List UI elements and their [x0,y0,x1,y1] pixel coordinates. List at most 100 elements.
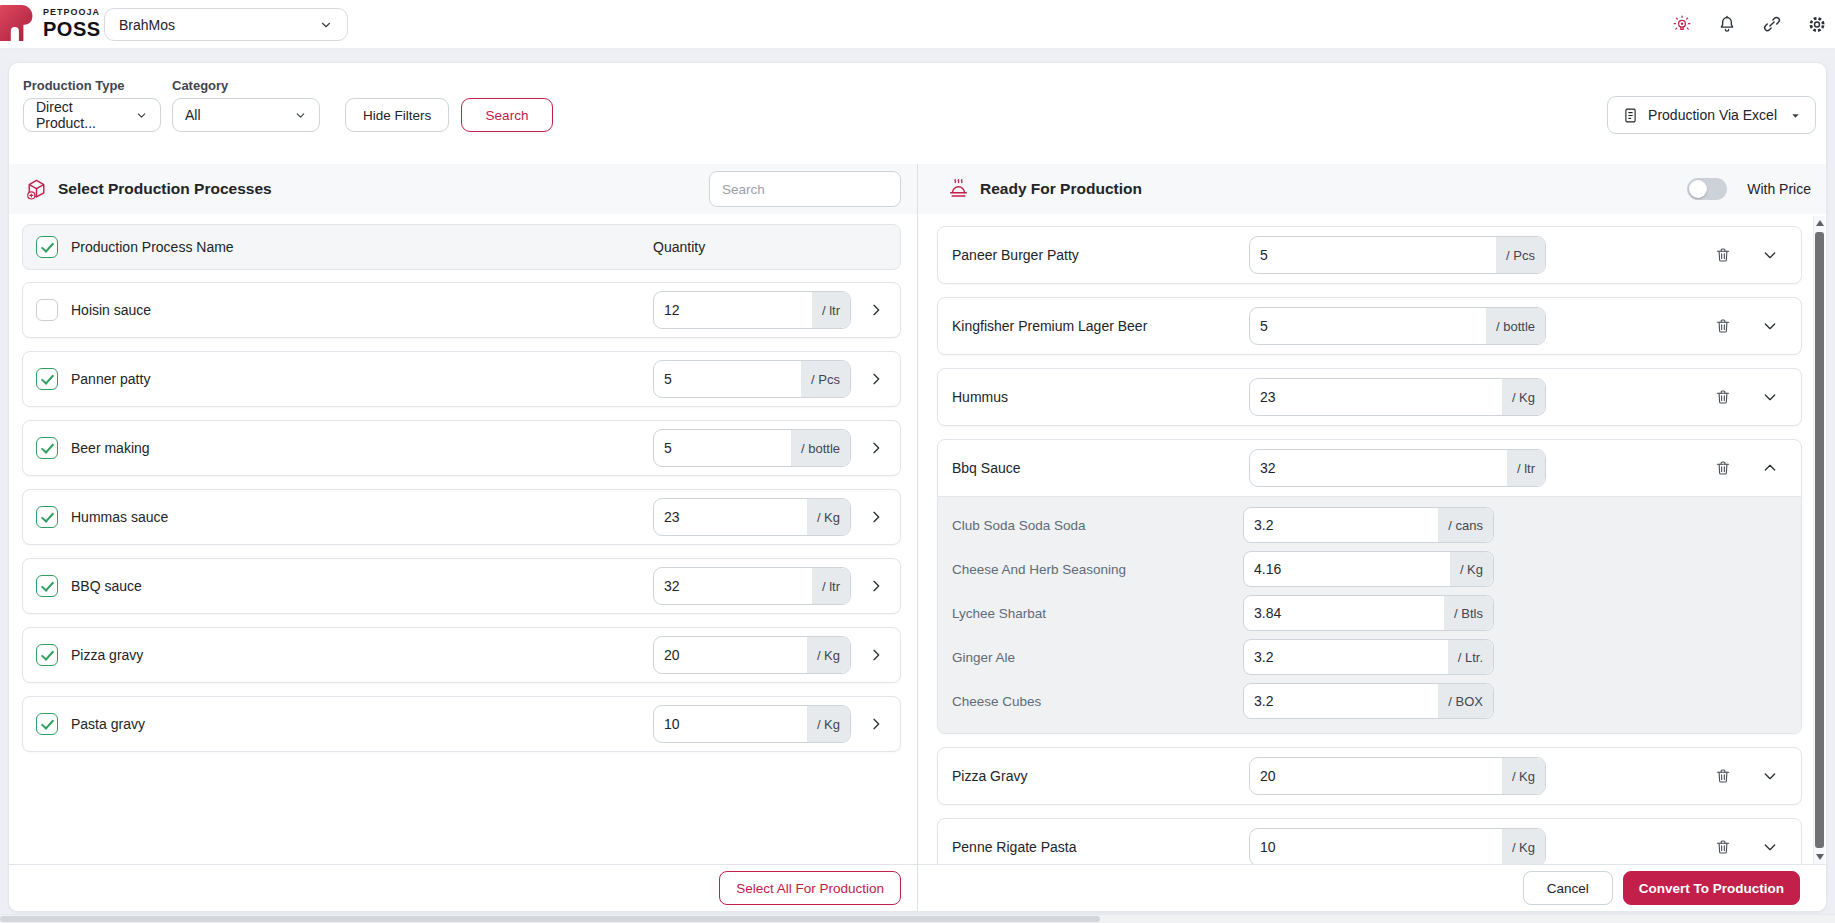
scrollbar-thumb[interactable] [1815,232,1824,848]
chevron-right-icon[interactable] [865,302,887,318]
ingredient-row: Cheese And Herb Seasoning / Kg [938,547,1801,591]
quantity-input[interactable] [654,568,812,604]
quantity-input[interactable] [654,637,807,673]
process-row[interactable]: BBQ sauce / ltr [22,558,901,614]
process-name: Pizza gravy [71,647,653,663]
quantity-input[interactable] [654,499,807,535]
delete-icon[interactable] [1713,245,1733,265]
quantity-input[interactable] [654,361,801,397]
scroll-up-arrow[interactable] [1816,220,1824,226]
process-checkbox[interactable] [36,713,58,735]
ingredient-qty-input[interactable] [1244,596,1444,630]
settings-gear-icon[interactable] [1807,14,1827,34]
delete-icon[interactable] [1713,766,1733,786]
delete-icon[interactable] [1713,316,1733,336]
process-checkbox[interactable] [36,506,58,528]
process-search-input[interactable] [709,171,901,207]
delete-icon[interactable] [1713,837,1733,857]
ingredient-qty-input[interactable] [1244,508,1438,542]
quantity-input-group: / Pcs [653,360,851,398]
convert-to-production-button[interactable]: Convert To Production [1623,871,1800,905]
outlet-selector[interactable]: BrahMos [104,8,348,41]
select-all-checkbox[interactable] [36,236,58,258]
horizontal-scrollbar-thumb[interactable] [0,916,1100,922]
quantity-unit: / ltr [1507,450,1545,486]
production-row-head[interactable]: Pizza Gravy / Kg [938,748,1801,804]
ingredient-qty-input[interactable] [1244,684,1438,718]
hot-dish-icon [947,178,970,201]
delete-icon[interactable] [1713,458,1733,478]
process-checkbox[interactable] [36,575,58,597]
search-filter-button[interactable]: Search [461,98,553,132]
chevron-down-icon[interactable] [1759,315,1781,337]
process-row[interactable]: Panner patty / Pcs [22,351,901,407]
category-label: Category [172,78,228,93]
process-row[interactable]: Hummas sauce / Kg [22,489,901,545]
quantity-input[interactable] [654,292,812,328]
chevron-down-icon[interactable] [1759,765,1781,787]
vertical-scrollbar[interactable] [1813,216,1825,864]
production-row-head[interactable]: Hummus / Kg [938,369,1801,425]
production-type-dropdown[interactable]: Direct Product... [23,98,161,132]
navbar-icons [1672,0,1827,48]
process-checkbox[interactable] [36,437,58,459]
production-via-excel-button[interactable]: Production Via Excel [1607,96,1816,134]
quantity-input[interactable] [1250,450,1507,486]
with-price-label: With Price [1747,181,1811,197]
select-all-for-production-button[interactable]: Select All For Production [719,871,901,905]
chevron-down-icon[interactable] [1759,244,1781,266]
quantity-input[interactable] [1250,308,1486,344]
integration-link-icon[interactable] [1762,14,1782,34]
quantity-input[interactable] [1250,758,1502,794]
category-dropdown[interactable]: All [172,98,320,132]
chevron-down-icon [294,109,307,122]
notifications-bell-icon[interactable] [1717,14,1737,34]
scroll-down-arrow[interactable] [1816,854,1824,860]
production-row-head[interactable]: Paneer Burger Patty / Pcs [938,227,1801,283]
quantity-input[interactable] [654,706,807,742]
ingredient-qty-input[interactable] [1244,552,1450,586]
production-box-icon [25,178,48,201]
quantity-input[interactable] [654,430,791,466]
quantity-input[interactable] [1250,379,1502,415]
quantity-unit: / ltr [812,292,850,328]
process-row[interactable]: Pizza gravy / Kg [22,627,901,683]
chevron-right-icon[interactable] [865,440,887,456]
quantity-input-group: / Kg [1249,378,1546,416]
quantity-unit: / Pcs [1496,237,1545,273]
hide-filters-button[interactable]: Hide Filters [345,98,449,132]
process-row[interactable]: Beer making / bottle [22,420,901,476]
production-row-head[interactable]: Kingfisher Premium Lager Beer / bottle [938,298,1801,354]
ingredient-input-group: / cans [1243,507,1494,543]
chevron-right-icon[interactable] [865,371,887,387]
delete-icon[interactable] [1713,387,1733,407]
quantity-input[interactable] [1250,829,1502,865]
insights-bulb-icon[interactable] [1672,14,1692,34]
chevron-right-icon[interactable] [865,578,887,594]
process-checkbox[interactable] [36,644,58,666]
chevron-right-icon[interactable] [865,716,887,732]
process-name: BBQ sauce [71,578,653,594]
quantity-input[interactable] [1250,237,1496,273]
production-name: Paneer Burger Patty [952,247,1249,263]
brand-name-bottom: POSS [43,19,101,39]
horizontal-scrollbar[interactable] [0,914,1835,923]
left-panel-header: Select Production Processes [9,164,917,214]
chevron-right-icon[interactable] [865,647,887,663]
process-row[interactable]: Pasta gravy / Kg [22,696,901,752]
chevron-down-icon[interactable] [1759,836,1781,858]
process-checkbox[interactable] [36,299,58,321]
with-price-toggle[interactable] [1687,178,1727,200]
quantity-unit: / Pcs [801,361,850,397]
chevron-down-icon[interactable] [1759,386,1781,408]
chevron-up-icon[interactable] [1759,457,1781,479]
process-row[interactable]: Hoisin sauce / ltr [22,282,901,338]
production-row-head[interactable]: Bbq Sauce / ltr [938,440,1801,496]
ingredient-qty-input[interactable] [1244,640,1448,674]
production-name: Bbq Sauce [952,460,1249,476]
process-checkbox[interactable] [36,368,58,390]
chevron-right-icon[interactable] [865,509,887,525]
cancel-button[interactable]: Cancel [1523,871,1613,905]
process-table-header: Production Process Name Quantity [22,224,901,270]
quantity-unit: / Kg [807,706,850,742]
